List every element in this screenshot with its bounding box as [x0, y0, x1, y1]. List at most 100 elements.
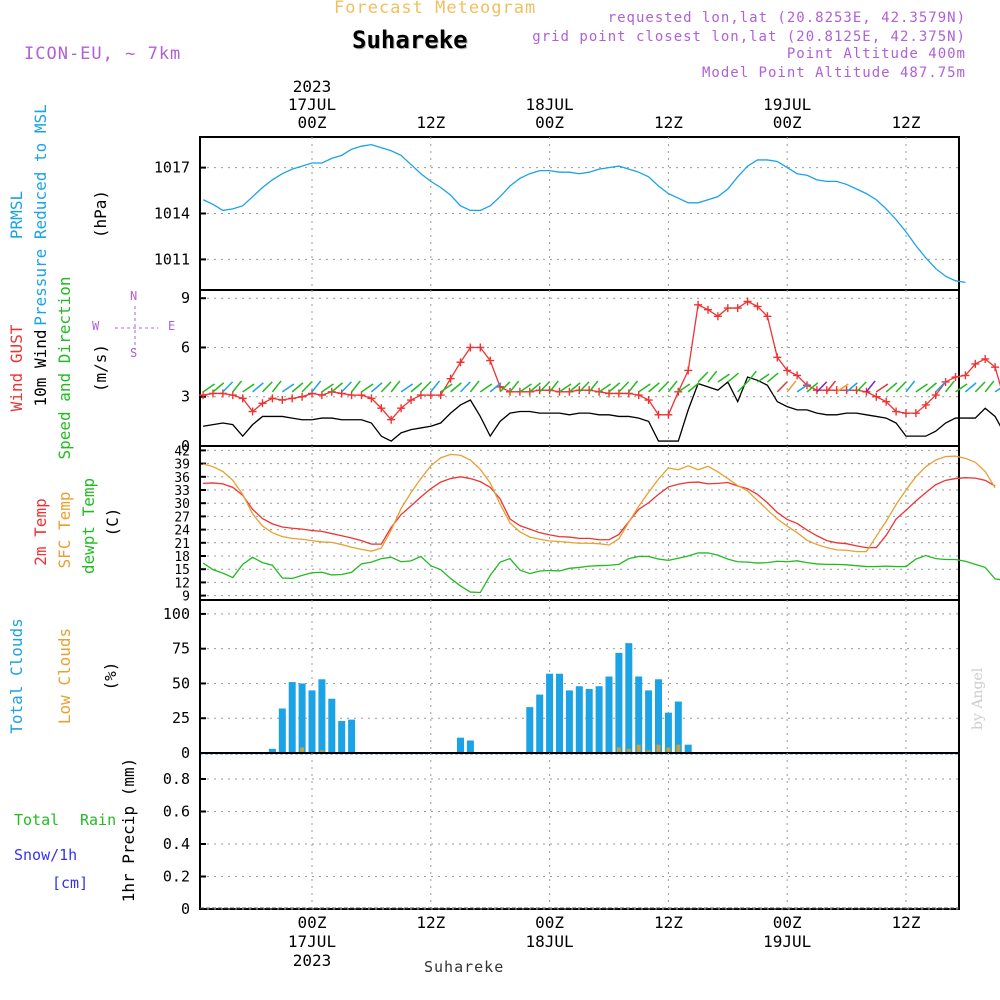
gridpoint-coords: grid point closest lon,lat (20.8125E, 42…: [532, 29, 966, 45]
y-tick-label: 50: [172, 674, 190, 692]
10m-wind-series-line: [202, 376, 1000, 442]
compass-s: S: [130, 346, 137, 360]
compass-w: W: [92, 319, 100, 333]
location-title: Suhareke: [352, 26, 468, 54]
y-tick-label: 0.6: [163, 803, 190, 821]
gust-marker: [664, 410, 673, 419]
wind-direction-arrow: [588, 380, 599, 393]
wind-direction-arrow: [786, 380, 797, 393]
wind-speed-direction-label: Speed and Direction: [55, 276, 74, 459]
gust-marker: [981, 354, 990, 363]
gust-marker: [426, 391, 435, 400]
gust-marker: [961, 371, 970, 380]
wind-direction-arrow: [440, 383, 453, 393]
y-tick-label: 0: [181, 900, 190, 918]
top-time-label: 12Z: [892, 113, 921, 132]
wind-direction-arrow: [806, 382, 819, 393]
wind-direction-arrow: [697, 371, 709, 383]
top-date-label: 18JUL: [526, 95, 574, 114]
total-cloud-bar: [595, 686, 603, 753]
wind-direction-arrow: [489, 382, 502, 393]
y-tick-label: 12: [174, 576, 190, 591]
total-cloud-bar: [674, 701, 682, 753]
gust-marker: [852, 386, 861, 395]
model-altitude: Model Point Altitude 487.75m: [701, 65, 966, 81]
wind-direction-arrow: [450, 382, 462, 393]
wind-unit-label: (m/s): [91, 344, 110, 392]
wind-direction-arrow: [420, 381, 432, 393]
total-cloud-bar: [526, 707, 534, 753]
low-cloud-bar: [676, 744, 681, 753]
product-title: Forecast Meteogram: [334, 0, 537, 18]
gust-marker: [971, 359, 980, 368]
gust-marker: [407, 396, 415, 405]
y-tick-label: 30: [174, 497, 190, 512]
gust-marker: [199, 391, 208, 400]
low-cloud-bar: [319, 750, 324, 753]
wind-direction-arrow: [281, 383, 295, 393]
wind-direction-arrow: [598, 383, 612, 393]
temp-unit-label: (C): [103, 508, 122, 537]
temperature-panel-frame: [199, 445, 960, 601]
gust-marker: [218, 389, 227, 398]
gust-marker: [624, 389, 633, 398]
bottom-time-label: 12Z: [416, 913, 445, 932]
wind-direction-arrow: [242, 383, 255, 393]
footer-location: Suhareke: [424, 958, 505, 976]
gust-marker: [763, 312, 772, 321]
y-tick-label: 33: [174, 484, 190, 499]
gust-marker: [466, 343, 475, 352]
y-tick-label: 100: [163, 605, 190, 623]
low-cloud-bar: [636, 744, 641, 753]
wind-direction-arrow: [905, 380, 916, 393]
bottom-year-label: 2023: [293, 951, 332, 970]
top-time-label: 00Z: [298, 113, 327, 132]
precip-total-label: Total: [14, 811, 59, 829]
gust-marker: [902, 409, 910, 418]
gust-marker: [783, 366, 792, 375]
y-tick-label: 0.8: [163, 770, 190, 788]
precip-panel-frame: [199, 752, 960, 910]
gust-marker: [694, 300, 703, 309]
pressure-unit-label: (hPa): [91, 190, 110, 238]
total-cloud-bar: [565, 690, 573, 753]
wind-direction-arrow: [618, 381, 630, 393]
wind-direction-arrow: [380, 381, 392, 393]
low-cloud-bar: [616, 747, 621, 753]
low-cloud-bar: [626, 748, 631, 753]
y-tick-label: 9: [181, 289, 190, 307]
y-tick-label: 36: [174, 471, 190, 486]
total-cloud-bar: [308, 690, 316, 753]
wind-direction-arrow: [459, 381, 471, 393]
wind-direction-arrow: [539, 381, 550, 393]
wind-direction-arrow: [945, 380, 955, 393]
gust-marker: [436, 391, 445, 400]
wind-direction-arrow: [509, 380, 520, 393]
2m-temp-series-line: [203, 476, 996, 549]
wind-direction-arrow: [766, 372, 779, 383]
top-time-label: 00Z: [535, 113, 564, 132]
precip-snow-label: Snow/1h: [14, 846, 77, 864]
gust-marker: [892, 407, 901, 416]
requested-coords: requested lon,lat (20.8253E, 42.3579N): [607, 10, 966, 26]
total-clouds-label: Total Clouds: [7, 618, 26, 734]
model-label: ICON-EU, ~ 7km: [24, 44, 182, 64]
y-tick-label: 24: [174, 524, 190, 539]
gust-marker: [585, 386, 594, 395]
pressure-series-line: [202, 143, 966, 283]
total-cloud-bar: [615, 652, 623, 753]
wind-direction-arrow: [895, 381, 907, 393]
wind-direction-arrow: [677, 383, 691, 393]
total-cloud-bar: [457, 737, 464, 753]
wind-direction-arrow: [826, 380, 837, 393]
y-tick-label: 18: [174, 550, 190, 565]
gust-marker: [822, 386, 831, 395]
gust-marker: [476, 343, 485, 352]
wind-direction-arrow: [499, 381, 511, 393]
gust-marker: [951, 373, 960, 382]
gust-marker: [793, 371, 802, 380]
gust-marker: [723, 304, 732, 313]
wind-direction-arrow: [479, 383, 493, 393]
point-altitude: Point Altitude 400m: [786, 46, 966, 62]
gust-marker: [416, 391, 425, 400]
